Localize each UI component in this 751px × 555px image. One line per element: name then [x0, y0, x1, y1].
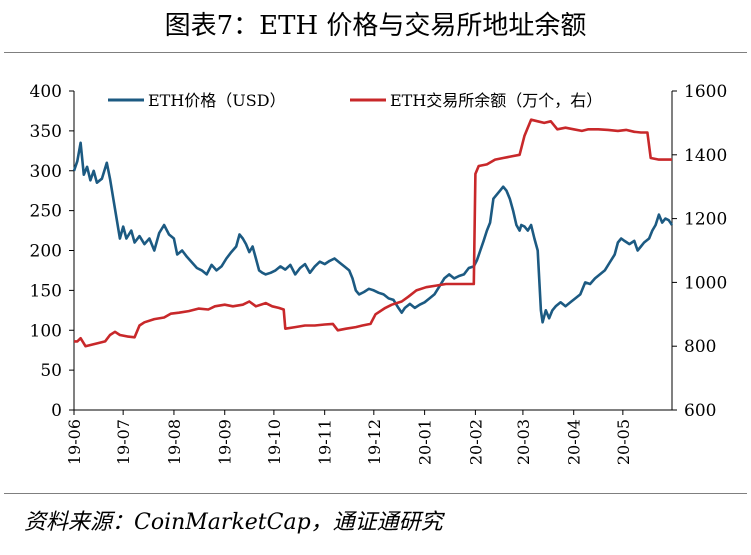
- source-note: 资料来源：CoinMarketCap，通证通研究: [24, 510, 443, 535]
- y-left-tick-label: 250: [30, 202, 62, 222]
- y-right-tick-label: 1000: [684, 273, 727, 293]
- legend: ETH价格（USD） ETH交易所余额（万个，右）: [108, 91, 602, 110]
- y-left-tick-label: 50: [40, 361, 62, 381]
- x-tick-label: 20-02: [466, 419, 485, 465]
- bottom-divider: [4, 493, 747, 494]
- x-tick-label: 19-06: [65, 419, 84, 465]
- x-tick-label: 19-08: [165, 419, 184, 465]
- legend-label-1: ETH价格（USD）: [148, 91, 286, 110]
- y-left-tick-label: 400: [30, 82, 62, 102]
- y-left-tick-label: 0: [51, 401, 62, 421]
- x-tick-label: 19-07: [114, 419, 133, 465]
- x-tick-label: 19-09: [216, 419, 235, 465]
- exchange-balance-line: [74, 118, 672, 348]
- y-right-tick-label: 1200: [684, 210, 727, 230]
- x-tick-label: 19-12: [365, 419, 384, 465]
- top-divider: [4, 52, 747, 53]
- x-tick-label: 20-04: [565, 419, 584, 465]
- x-tick-label: 19-10: [265, 419, 284, 465]
- x-tick-label: 20-01: [416, 419, 435, 465]
- y-right-tick-label: 600: [684, 401, 716, 421]
- x-tick-label: 19-11: [316, 419, 335, 465]
- series-layer: [72, 118, 674, 348]
- page-title: 图表7：ETH 价格与交易所地址余额: [164, 11, 587, 41]
- y-left-tick-label: 150: [30, 281, 62, 301]
- y-right-tick-label: 800: [684, 337, 716, 357]
- y-left-tick-label: 200: [30, 242, 62, 262]
- axes: 0 50 100 150 200 250 300 350 400 600 800 1000 1200 14…: [30, 82, 728, 465]
- chart: 0 50 100 150 200 250 300 350 400 600 800 1000 1200 14…: [30, 82, 728, 465]
- y-left-tick-label: 300: [30, 162, 62, 182]
- legend-label-2: ETH交易所余额（万个，右）: [390, 91, 602, 110]
- eth-price-line: [72, 141, 674, 324]
- y-right-tick-label: 1600: [684, 82, 727, 102]
- x-tick-label: 20-03: [514, 419, 533, 465]
- x-tick-label: 20-05: [614, 419, 633, 465]
- y-left-tick-label: 350: [30, 122, 62, 142]
- y-left-tick-label: 100: [30, 321, 62, 341]
- y-right-tick-label: 1400: [684, 146, 727, 166]
